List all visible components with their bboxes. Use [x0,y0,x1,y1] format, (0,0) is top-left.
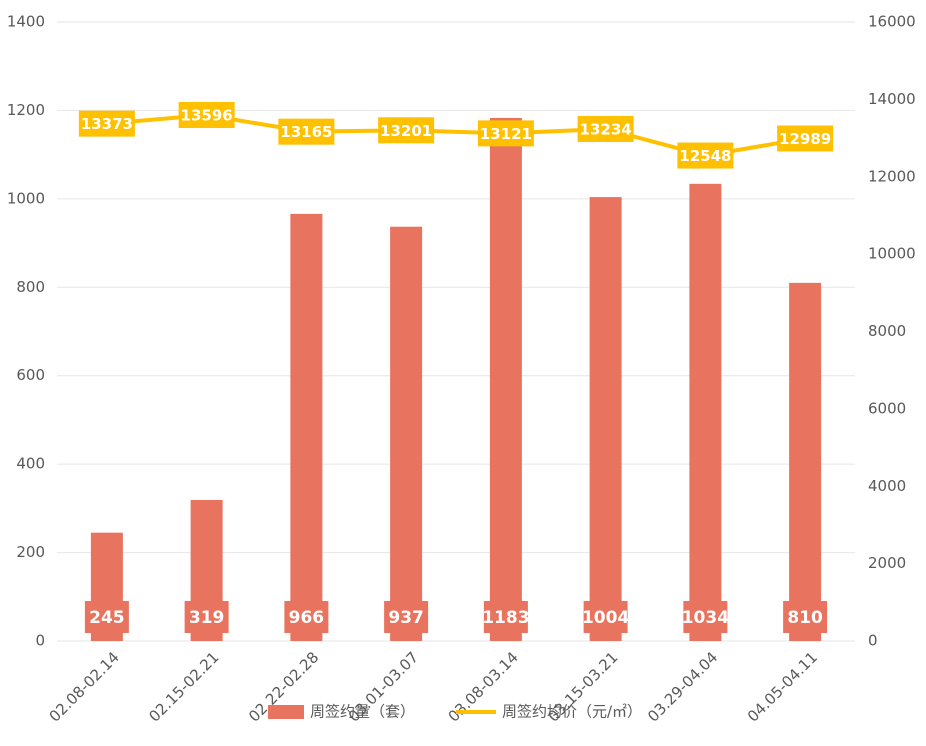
y2-tick-label: 2000 [868,554,906,572]
value-label-box [777,125,834,152]
bar [589,197,622,642]
value-label: 13596 [181,107,233,125]
value-label: 319 [189,608,225,628]
value-label: 12989 [779,130,831,148]
value-label: 13373 [81,115,133,133]
y2-tick-label: 6000 [868,399,906,417]
value-label-box [184,601,229,633]
y-tick-label: 600 [16,366,45,384]
bar [789,282,822,641]
bar [489,117,522,641]
value-label-box [583,601,628,633]
x-tick-label: 02.08-02.14 [46,648,123,725]
y2-tick-label: 12000 [868,167,916,185]
value-label-box [78,110,135,137]
y-tick-label: 400 [16,455,45,473]
value-label-box [384,601,429,633]
y2-tick-label: 8000 [868,322,906,340]
y-tick-label: 1000 [7,189,45,207]
value-label: 13201 [380,122,432,140]
x-tick-label: 04.05-04.11 [744,648,821,725]
value-label: 13234 [580,121,632,139]
value-label: 1004 [582,608,629,628]
value-label-box [477,120,534,147]
legend-label: 周签约量（套） [310,703,415,721]
y-tick-label: 1400 [7,13,45,31]
value-label: 13165 [280,123,332,141]
y2-tick-label: 16000 [868,13,916,31]
y-tick-label: 1200 [7,101,45,119]
y2-tick-label: 14000 [868,90,916,108]
value-label: 1183 [482,608,529,628]
y2-tick-label: 10000 [868,245,916,263]
value-label-box [84,601,129,633]
value-label: 810 [787,608,823,628]
value-label: 13121 [480,125,532,143]
value-label-box [378,117,435,144]
value-label-box [677,142,734,169]
value-label: 966 [289,608,325,628]
x-tick-label: 03.29-04.04 [644,648,721,725]
legend-label: 周签约均价（元/㎡） [502,703,642,721]
value-label-box [683,601,728,633]
value-label: 1034 [682,608,729,628]
y-tick-label: 0 [35,632,45,650]
bar [390,226,423,641]
value-label-box [577,116,634,143]
value-label: 937 [388,608,424,628]
value-label-box [483,601,528,633]
bar [290,213,323,641]
bar [689,183,722,641]
y-tick-label: 200 [16,543,45,561]
value-label: 245 [89,608,125,628]
legend-swatch [268,705,304,719]
value-label: 12548 [679,147,731,165]
value-label-box [783,601,828,633]
x-tick-label: 02.15-02.21 [145,648,222,725]
y2-tick-label: 0 [868,632,878,650]
value-label-box [284,601,329,633]
y-tick-label: 800 [16,278,45,296]
y2-tick-label: 4000 [868,477,906,495]
value-label-box [178,102,235,129]
value-label-box [278,118,335,145]
